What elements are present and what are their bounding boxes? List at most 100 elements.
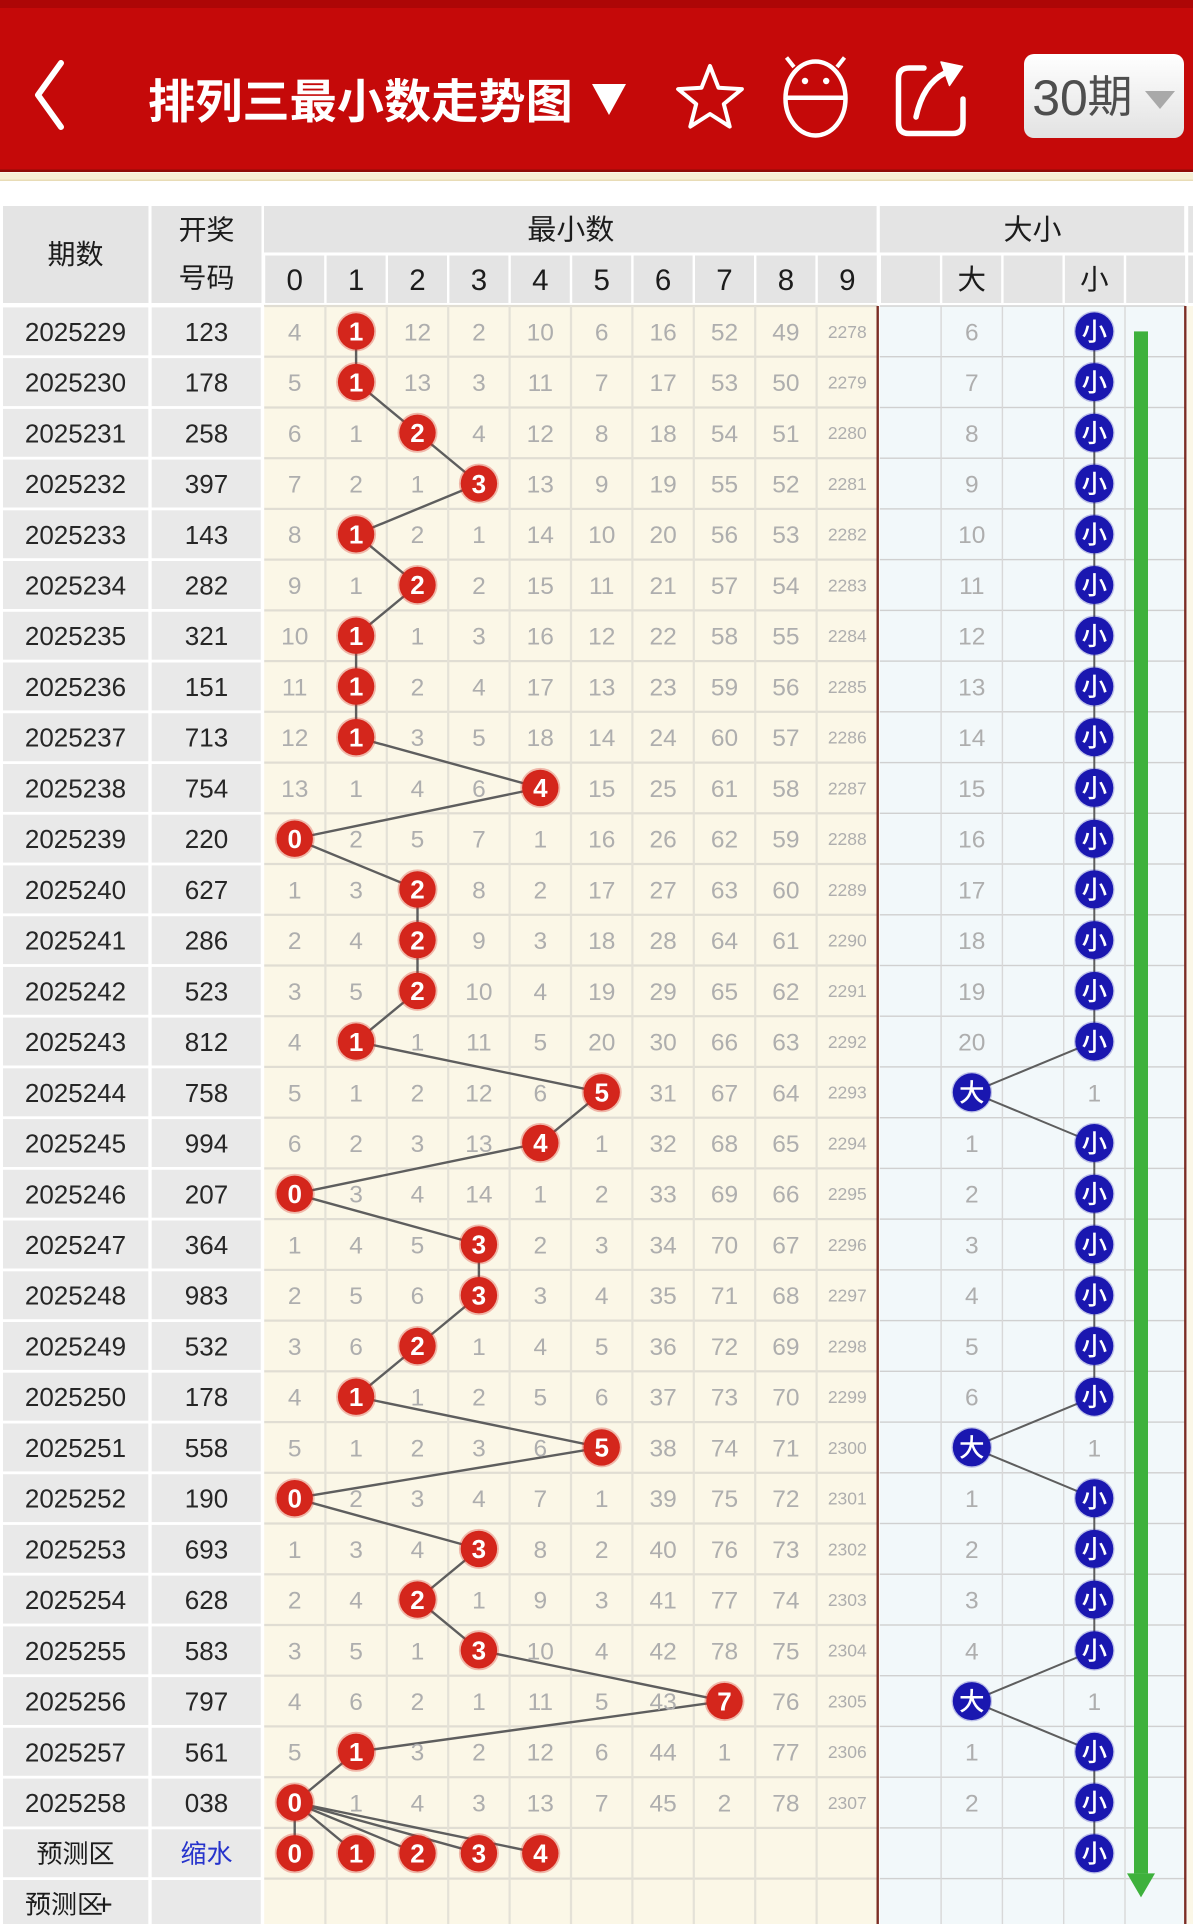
svg-text:151: 151 [185,672,228,702]
svg-text:3: 3 [595,1588,609,1615]
svg-text:2025246: 2025246 [25,1179,126,1209]
svg-text:7: 7 [472,827,486,854]
svg-text:282: 282 [185,571,228,601]
svg-text:561: 561 [185,1737,228,1767]
svg-text:12: 12 [404,319,431,346]
svg-text:2: 2 [288,928,302,955]
svg-text:2025230: 2025230 [25,368,126,398]
svg-text:49: 49 [772,319,799,346]
svg-text:2025233: 2025233 [25,520,126,550]
svg-text:2: 2 [409,264,425,297]
svg-text:59: 59 [772,827,799,854]
svg-text:11: 11 [466,1030,491,1057]
svg-text:5: 5 [288,1080,302,1107]
svg-text:4: 4 [533,773,548,803]
svg-text:30: 30 [649,1030,676,1057]
svg-text:1: 1 [349,1839,363,1869]
svg-text:3: 3 [472,1534,486,1564]
svg-text:5: 5 [411,1232,425,1259]
svg-text:52: 52 [711,319,738,346]
svg-text:5: 5 [472,725,486,752]
svg-text:3: 3 [411,1740,425,1767]
svg-text:2025245: 2025245 [25,1129,126,1159]
svg-text:6: 6 [411,1283,425,1310]
svg-text:1: 1 [595,1486,609,1513]
svg-text:4: 4 [411,1182,425,1209]
svg-text:1: 1 [411,624,425,651]
svg-text:2: 2 [349,827,363,854]
svg-text:6: 6 [595,319,609,346]
svg-text:4: 4 [965,1638,979,1665]
svg-text:2292: 2292 [828,1032,867,1052]
svg-text:397: 397 [185,469,228,499]
svg-text:4: 4 [288,1385,302,1412]
svg-text:2: 2 [410,1585,424,1615]
svg-text:75: 75 [711,1486,738,1513]
svg-text:627: 627 [185,875,228,905]
svg-text:68: 68 [711,1131,738,1158]
svg-text:143: 143 [185,520,228,550]
svg-text:78: 78 [711,1638,738,1665]
svg-text:2: 2 [411,674,425,701]
svg-text:11: 11 [959,573,984,600]
svg-text:13: 13 [281,776,308,803]
svg-text:2: 2 [411,522,425,549]
svg-text:3: 3 [595,1232,609,1259]
svg-text:58: 58 [711,624,738,651]
svg-text:4: 4 [349,1588,363,1615]
svg-text:15: 15 [958,776,985,803]
svg-text:2025248: 2025248 [25,1281,126,1311]
svg-text:12: 12 [465,1080,492,1107]
svg-text:4: 4 [349,928,363,955]
svg-text:74: 74 [772,1588,799,1615]
svg-text:12: 12 [527,421,554,448]
svg-text:2025258: 2025258 [25,1788,126,1818]
svg-text:67: 67 [772,1232,799,1259]
svg-text:69: 69 [711,1182,738,1209]
svg-text:16: 16 [527,624,554,651]
svg-text:5: 5 [349,1638,363,1665]
svg-text:7: 7 [717,1686,731,1716]
svg-text:583: 583 [185,1636,228,1666]
svg-text:2: 2 [349,1486,363,1513]
svg-text:754: 754 [185,773,228,803]
svg-text:286: 286 [185,926,228,956]
svg-text:0: 0 [287,1179,301,1209]
svg-text:2: 2 [965,1791,979,1818]
svg-text:558: 558 [185,1433,228,1463]
svg-text:3: 3 [472,1230,486,1260]
svg-text:39: 39 [649,1486,676,1513]
svg-text:78: 78 [772,1791,799,1818]
svg-text:2025241: 2025241 [25,926,126,956]
svg-text:2025239: 2025239 [25,824,126,854]
svg-text:2: 2 [411,1689,425,1716]
svg-text:1: 1 [349,776,363,803]
svg-text:5: 5 [349,1283,363,1310]
svg-text:0: 0 [286,264,302,297]
svg-text:2025251: 2025251 [25,1433,126,1463]
svg-text:6: 6 [533,1080,547,1107]
svg-text:3: 3 [288,1638,302,1665]
svg-text:1: 1 [349,1791,363,1818]
svg-text:2290: 2290 [828,931,867,951]
svg-text:1: 1 [349,1027,363,1057]
svg-text:2289: 2289 [828,880,867,900]
svg-text:4: 4 [411,776,425,803]
svg-text:2293: 2293 [828,1083,867,1103]
svg-text:2025229: 2025229 [25,317,126,347]
svg-text:20: 20 [588,1030,615,1057]
svg-text:6: 6 [288,1131,302,1158]
svg-text:33: 33 [649,1182,676,1209]
svg-text:3: 3 [411,1131,425,1158]
svg-text:65: 65 [772,1131,799,1158]
svg-text:6: 6 [533,1435,547,1462]
svg-text:2025232: 2025232 [25,469,126,499]
svg-text:70: 70 [711,1232,738,1259]
svg-text:2279: 2279 [828,373,867,393]
svg-text:62: 62 [772,979,799,1006]
svg-text:19: 19 [588,979,615,1006]
svg-text:7: 7 [595,1791,609,1818]
svg-text:16: 16 [588,827,615,854]
svg-text:9: 9 [965,472,979,499]
svg-text:2025235: 2025235 [25,621,126,651]
